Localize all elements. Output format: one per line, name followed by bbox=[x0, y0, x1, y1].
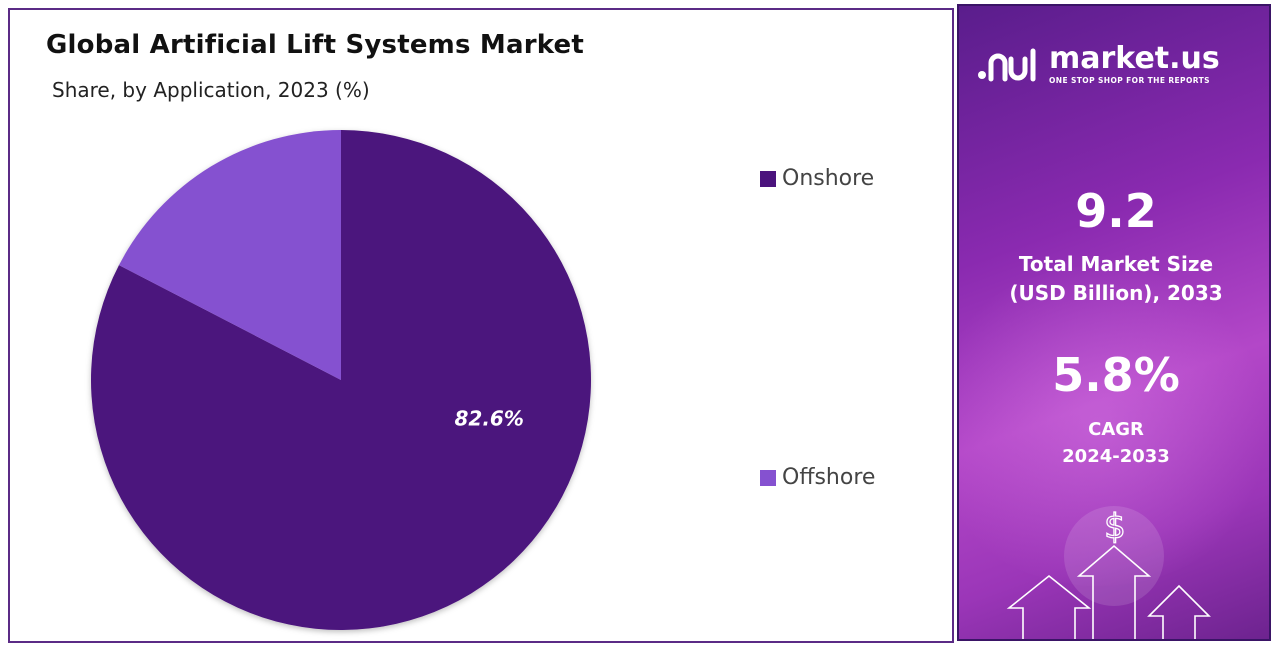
cagr-value: 5.8% bbox=[1052, 348, 1180, 402]
info-panel: market.us ONE STOP SHOP FOR THE REPORTS … bbox=[957, 4, 1271, 641]
chart-title: Global Artificial Lift Systems Market bbox=[46, 30, 584, 60]
legend-label-offshore: Offshore bbox=[782, 465, 876, 490]
legend-swatch-offshore bbox=[760, 469, 776, 486]
chart-subtitle: Share, by Application, 2023 (%) bbox=[52, 78, 370, 102]
pie-slice-offshore bbox=[118, 130, 342, 380]
legend-label-onshore: Onshore bbox=[782, 166, 875, 191]
chart-card: Global Artificial Lift Systems Market Sh… bbox=[8, 8, 954, 643]
pie-chart: 82.6% bbox=[91, 130, 592, 630]
pie-slice-onshore bbox=[91, 130, 592, 630]
data-label-onshore: 82.6% bbox=[454, 406, 523, 430]
background-glow bbox=[959, 266, 1269, 586]
market-size-label-line2: (USD Billion), 2033 bbox=[1009, 281, 1223, 305]
brand-tagline: ONE STOP SHOP FOR THE REPORTS bbox=[1049, 76, 1210, 85]
cagr-label-line2: 2024-2033 bbox=[1062, 446, 1170, 467]
cagr-label: CAGR 2024-2033 bbox=[959, 416, 1269, 470]
market-size-value: 9.2 bbox=[1075, 184, 1157, 238]
market-size-label: Total Market Size (USD Billion), 2033 bbox=[959, 250, 1269, 308]
market-us-logo-icon bbox=[978, 48, 1036, 81]
market-size-label-line1: Total Market Size bbox=[1018, 252, 1214, 276]
brand-name: market.us bbox=[1049, 41, 1220, 76]
growth-arrows-icon: $ bbox=[1006, 506, 1211, 639]
brand-logo-block: market.us ONE STOP SHOP FOR THE REPORTS bbox=[977, 44, 1220, 85]
legend-swatch-onshore bbox=[760, 170, 776, 187]
legend-item-onshore: Onshore bbox=[760, 166, 874, 191]
dollar-icon: $ bbox=[1104, 507, 1126, 547]
cagr-label-line1: CAGR bbox=[1088, 419, 1144, 440]
legend-item-offshore: Offshore bbox=[760, 465, 875, 490]
